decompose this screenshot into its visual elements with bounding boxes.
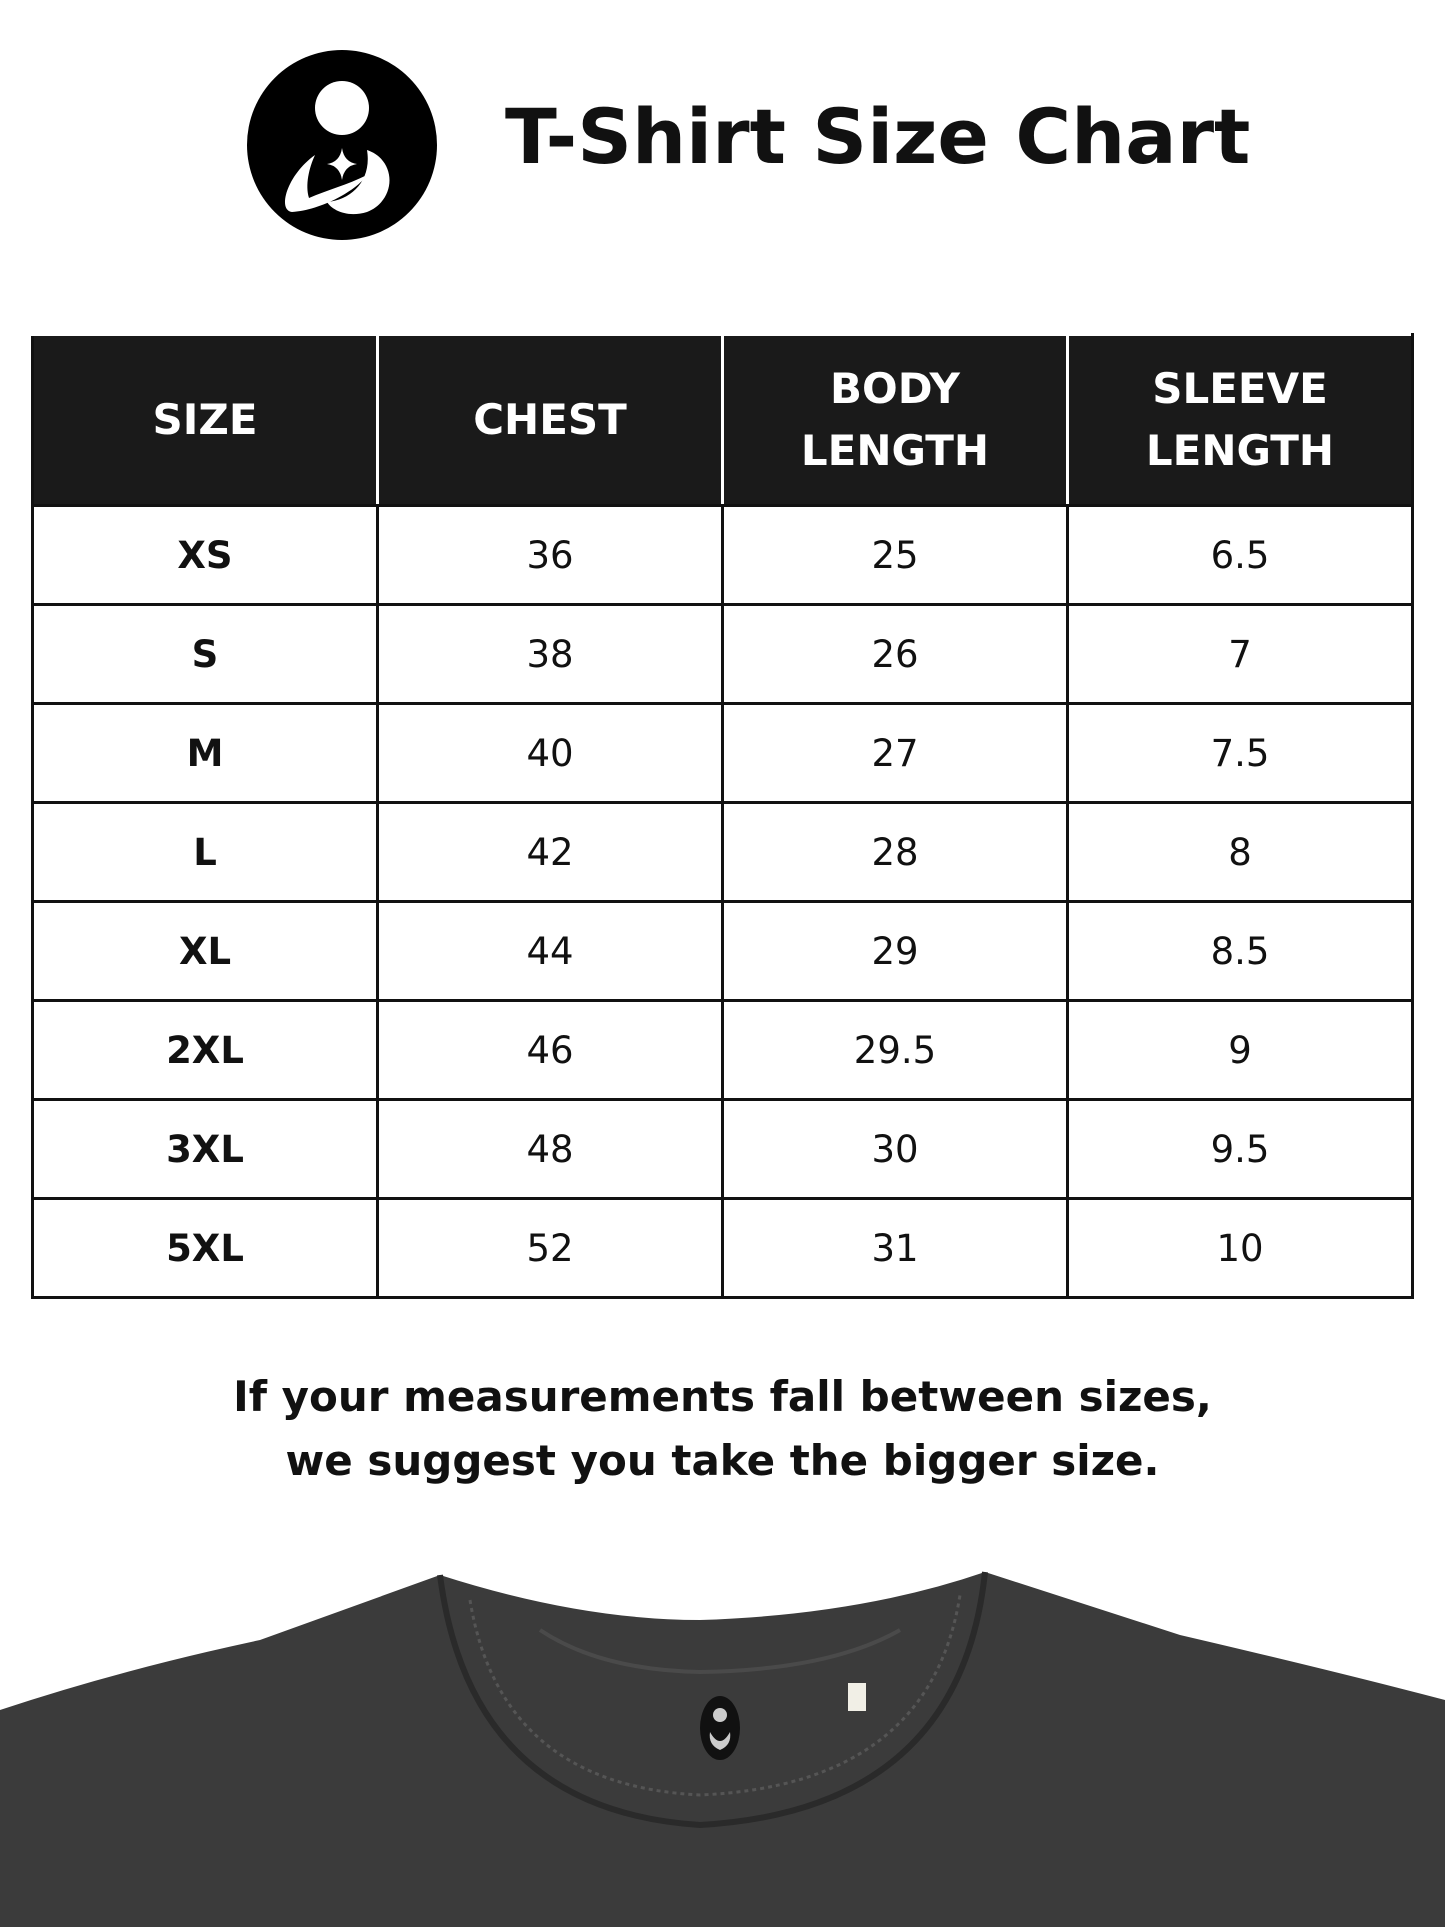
cell-sleeve-length: 6.5 bbox=[1066, 504, 1414, 606]
note-line-1: If your measurements fall between sizes, bbox=[233, 1372, 1212, 1421]
table-row: L 42 28 8 bbox=[31, 801, 1414, 903]
column-header-chest: CHEST bbox=[376, 333, 724, 507]
cell-body-length: 27 bbox=[721, 702, 1069, 804]
cell-chest: 48 bbox=[376, 1098, 724, 1200]
cell-sleeve-length: 9.5 bbox=[1066, 1098, 1414, 1200]
table-row: S 38 26 7 bbox=[31, 603, 1414, 705]
cell-size: L bbox=[31, 801, 379, 903]
cell-body-length: 28 bbox=[721, 801, 1069, 903]
cell-size: M bbox=[31, 702, 379, 804]
size-chart-table: SIZE CHEST BODY LENGTH SLEEVE LENGTH XS 36 2… bbox=[31, 333, 1414, 1299]
cell-chest: 38 bbox=[376, 603, 724, 705]
cell-size: 2XL bbox=[31, 999, 379, 1101]
column-header-body-length: BODY LENGTH bbox=[721, 333, 1069, 507]
table-row: XS 36 25 6.5 bbox=[31, 504, 1414, 606]
table-header-row: SIZE CHEST BODY LENGTH SLEEVE LENGTH bbox=[31, 333, 1414, 507]
cell-body-length: 26 bbox=[721, 603, 1069, 705]
size-label-tag bbox=[848, 1683, 866, 1711]
note-line-2: we suggest you take the bigger size. bbox=[285, 1436, 1160, 1485]
cell-chest: 40 bbox=[376, 702, 724, 804]
cell-size: 3XL bbox=[31, 1098, 379, 1200]
table-row: XL 44 29 8.5 bbox=[31, 900, 1414, 1002]
table-row: 5XL 52 31 10 bbox=[31, 1197, 1414, 1299]
cell-body-length: 31 bbox=[721, 1197, 1069, 1299]
cell-size: 5XL bbox=[31, 1197, 379, 1299]
sizing-note: If your measurements fall between sizes,… bbox=[0, 1365, 1445, 1493]
cell-chest: 46 bbox=[376, 999, 724, 1101]
cell-chest: 42 bbox=[376, 801, 724, 903]
column-header-sleeve-length: SLEEVE LENGTH bbox=[1066, 333, 1414, 507]
cell-body-length: 30 bbox=[721, 1098, 1069, 1200]
cell-chest: 44 bbox=[376, 900, 724, 1002]
cell-body-length: 29.5 bbox=[721, 999, 1069, 1101]
brand-logo bbox=[247, 50, 437, 240]
cell-sleeve-length: 7 bbox=[1066, 603, 1414, 705]
column-header-size: SIZE bbox=[31, 333, 379, 507]
tshirt-photo bbox=[0, 1571, 1445, 1927]
cell-size: XL bbox=[31, 900, 379, 1002]
cell-chest: 52 bbox=[376, 1197, 724, 1299]
page-title: T-Shirt Size Chart bbox=[505, 92, 1251, 181]
cell-sleeve-length: 7.5 bbox=[1066, 702, 1414, 804]
cell-body-length: 29 bbox=[721, 900, 1069, 1002]
table-row: 3XL 48 30 9.5 bbox=[31, 1098, 1414, 1200]
cell-sleeve-length: 10 bbox=[1066, 1197, 1414, 1299]
table-row: M 40 27 7.5 bbox=[31, 702, 1414, 804]
cell-sleeve-length: 8.5 bbox=[1066, 900, 1414, 1002]
cell-chest: 36 bbox=[376, 504, 724, 606]
cell-sleeve-length: 8 bbox=[1066, 801, 1414, 903]
cell-size: XS bbox=[31, 504, 379, 606]
neck-logo-icon bbox=[700, 1696, 740, 1760]
table-row: 2XL 46 29.5 9 bbox=[31, 999, 1414, 1101]
cell-size: S bbox=[31, 603, 379, 705]
cell-sleeve-length: 9 bbox=[1066, 999, 1414, 1101]
cell-body-length: 25 bbox=[721, 504, 1069, 606]
